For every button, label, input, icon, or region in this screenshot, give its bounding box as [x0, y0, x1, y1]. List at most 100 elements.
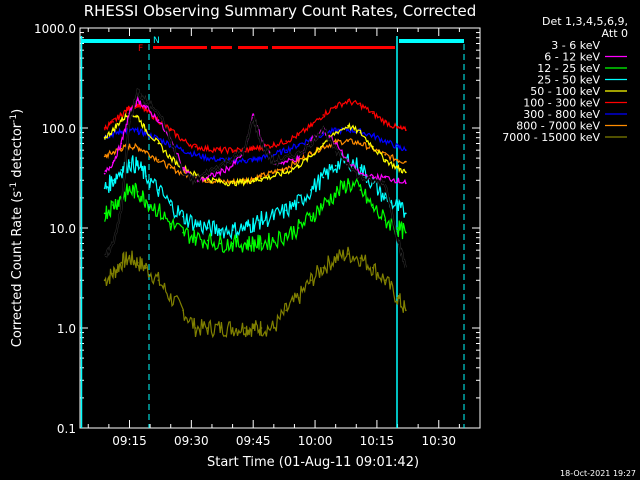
series-point-6: [347, 100, 349, 103]
series-point-9: [384, 279, 387, 282]
series-point-1: [396, 236, 399, 239]
series-point-5: [272, 175, 275, 178]
series-point-6: [120, 114, 123, 116]
series-point-6: [252, 147, 255, 150]
series-point-6: [169, 129, 172, 132]
series-point-9: [136, 261, 139, 264]
series-point-3: [194, 236, 197, 239]
series-point-1: [206, 171, 209, 174]
series-point-3: [128, 189, 131, 191]
series-point-8: [157, 159, 160, 161]
series-point-8: [103, 155, 106, 158]
series-point-8: [404, 160, 407, 163]
series-point-3: [136, 190, 139, 193]
series-point-8: [359, 142, 362, 145]
series-point-4: [396, 206, 399, 209]
series-point-1: [384, 182, 387, 185]
series-point-3: [272, 239, 275, 242]
legend-label: 300 - 800 keV: [523, 108, 600, 121]
series-point-5: [404, 171, 407, 174]
night-bar: [399, 39, 464, 43]
series-point-1: [334, 149, 337, 152]
series-point-8: [384, 153, 387, 156]
series-point-5: [169, 157, 172, 160]
series-point-3: [182, 231, 185, 234]
series-point-9: [347, 253, 349, 255]
series-point-1: [128, 119, 131, 121]
series-point-3: [145, 199, 147, 202]
series-point-1: [359, 176, 362, 179]
series-point-1: [252, 115, 255, 118]
series-point-9: [260, 327, 263, 329]
series-point-4: [231, 229, 234, 232]
series-point-6: [404, 129, 407, 132]
y-axis-label-exponent: -1: [9, 182, 19, 191]
series-point-7: [371, 134, 374, 137]
series-point-6: [145, 109, 147, 112]
legend-label: 3 - 6 keV: [551, 39, 600, 52]
flare-bar-segment: [153, 46, 207, 49]
series-point-9: [182, 309, 185, 312]
series-point-3: [169, 223, 172, 225]
series-point-7: [404, 149, 407, 152]
series-point-9: [359, 257, 362, 259]
series-point-1: [244, 149, 246, 152]
series-point-9: [404, 309, 407, 312]
series-point-1: [136, 90, 139, 93]
series-line-5: [104, 110, 407, 187]
series-point-2: [145, 106, 147, 109]
series-point-9: [145, 266, 147, 269]
y-axis-label-part: Corrected Count Rate (s: [10, 191, 25, 348]
series-point-3: [359, 189, 362, 191]
series-point-2: [396, 179, 399, 182]
series-line-3: [104, 177, 407, 254]
series-point-4: [112, 179, 114, 182]
legend-label: 25 - 50 keV: [537, 74, 600, 87]
series-point-5: [120, 119, 123, 121]
series-point-6: [285, 140, 288, 143]
series-point-8: [252, 178, 255, 180]
series-point-6: [231, 149, 234, 152]
series-point-6: [396, 127, 399, 129]
series-point-8: [206, 179, 209, 182]
series-point-1: [285, 157, 288, 160]
series-point-4: [145, 175, 147, 178]
series-point-3: [157, 209, 160, 212]
flare-bar-segment: [238, 46, 268, 49]
series-point-6: [194, 145, 197, 148]
y-tick-label: 1.0: [57, 322, 76, 336]
series-point-2: [297, 157, 300, 160]
series-point-2: [252, 114, 255, 116]
series-point-4: [157, 189, 160, 191]
series-point-2: [219, 171, 222, 174]
y-tick-label: 100.0: [42, 122, 76, 136]
series-point-7: [145, 132, 147, 135]
series-point-6: [206, 147, 209, 150]
series-point-9: [310, 279, 312, 282]
series-point-8: [136, 146, 139, 149]
series-point-6: [359, 104, 362, 106]
series-point-4: [310, 189, 312, 191]
series-point-8: [128, 145, 131, 147]
series-point-9: [206, 327, 209, 329]
series-point-3: [322, 204, 325, 206]
series-point-8: [347, 140, 349, 143]
x-tick-label: 09:30: [174, 434, 209, 448]
series-point-9: [396, 297, 399, 299]
x-tick-label: 10:30: [421, 434, 456, 448]
series-point-6: [384, 121, 387, 123]
series-point-1: [112, 242, 114, 245]
series-point-1: [145, 101, 147, 104]
series-point-7: [322, 132, 325, 135]
series-point-3: [285, 234, 288, 237]
series-point-7: [120, 130, 123, 133]
series-point-2: [371, 176, 374, 179]
series-point-5: [384, 159, 387, 161]
series-point-9: [231, 327, 234, 329]
series-point-9: [252, 327, 255, 329]
series-point-2: [206, 176, 209, 179]
series-point-1: [347, 161, 349, 164]
series-point-5: [396, 166, 399, 169]
